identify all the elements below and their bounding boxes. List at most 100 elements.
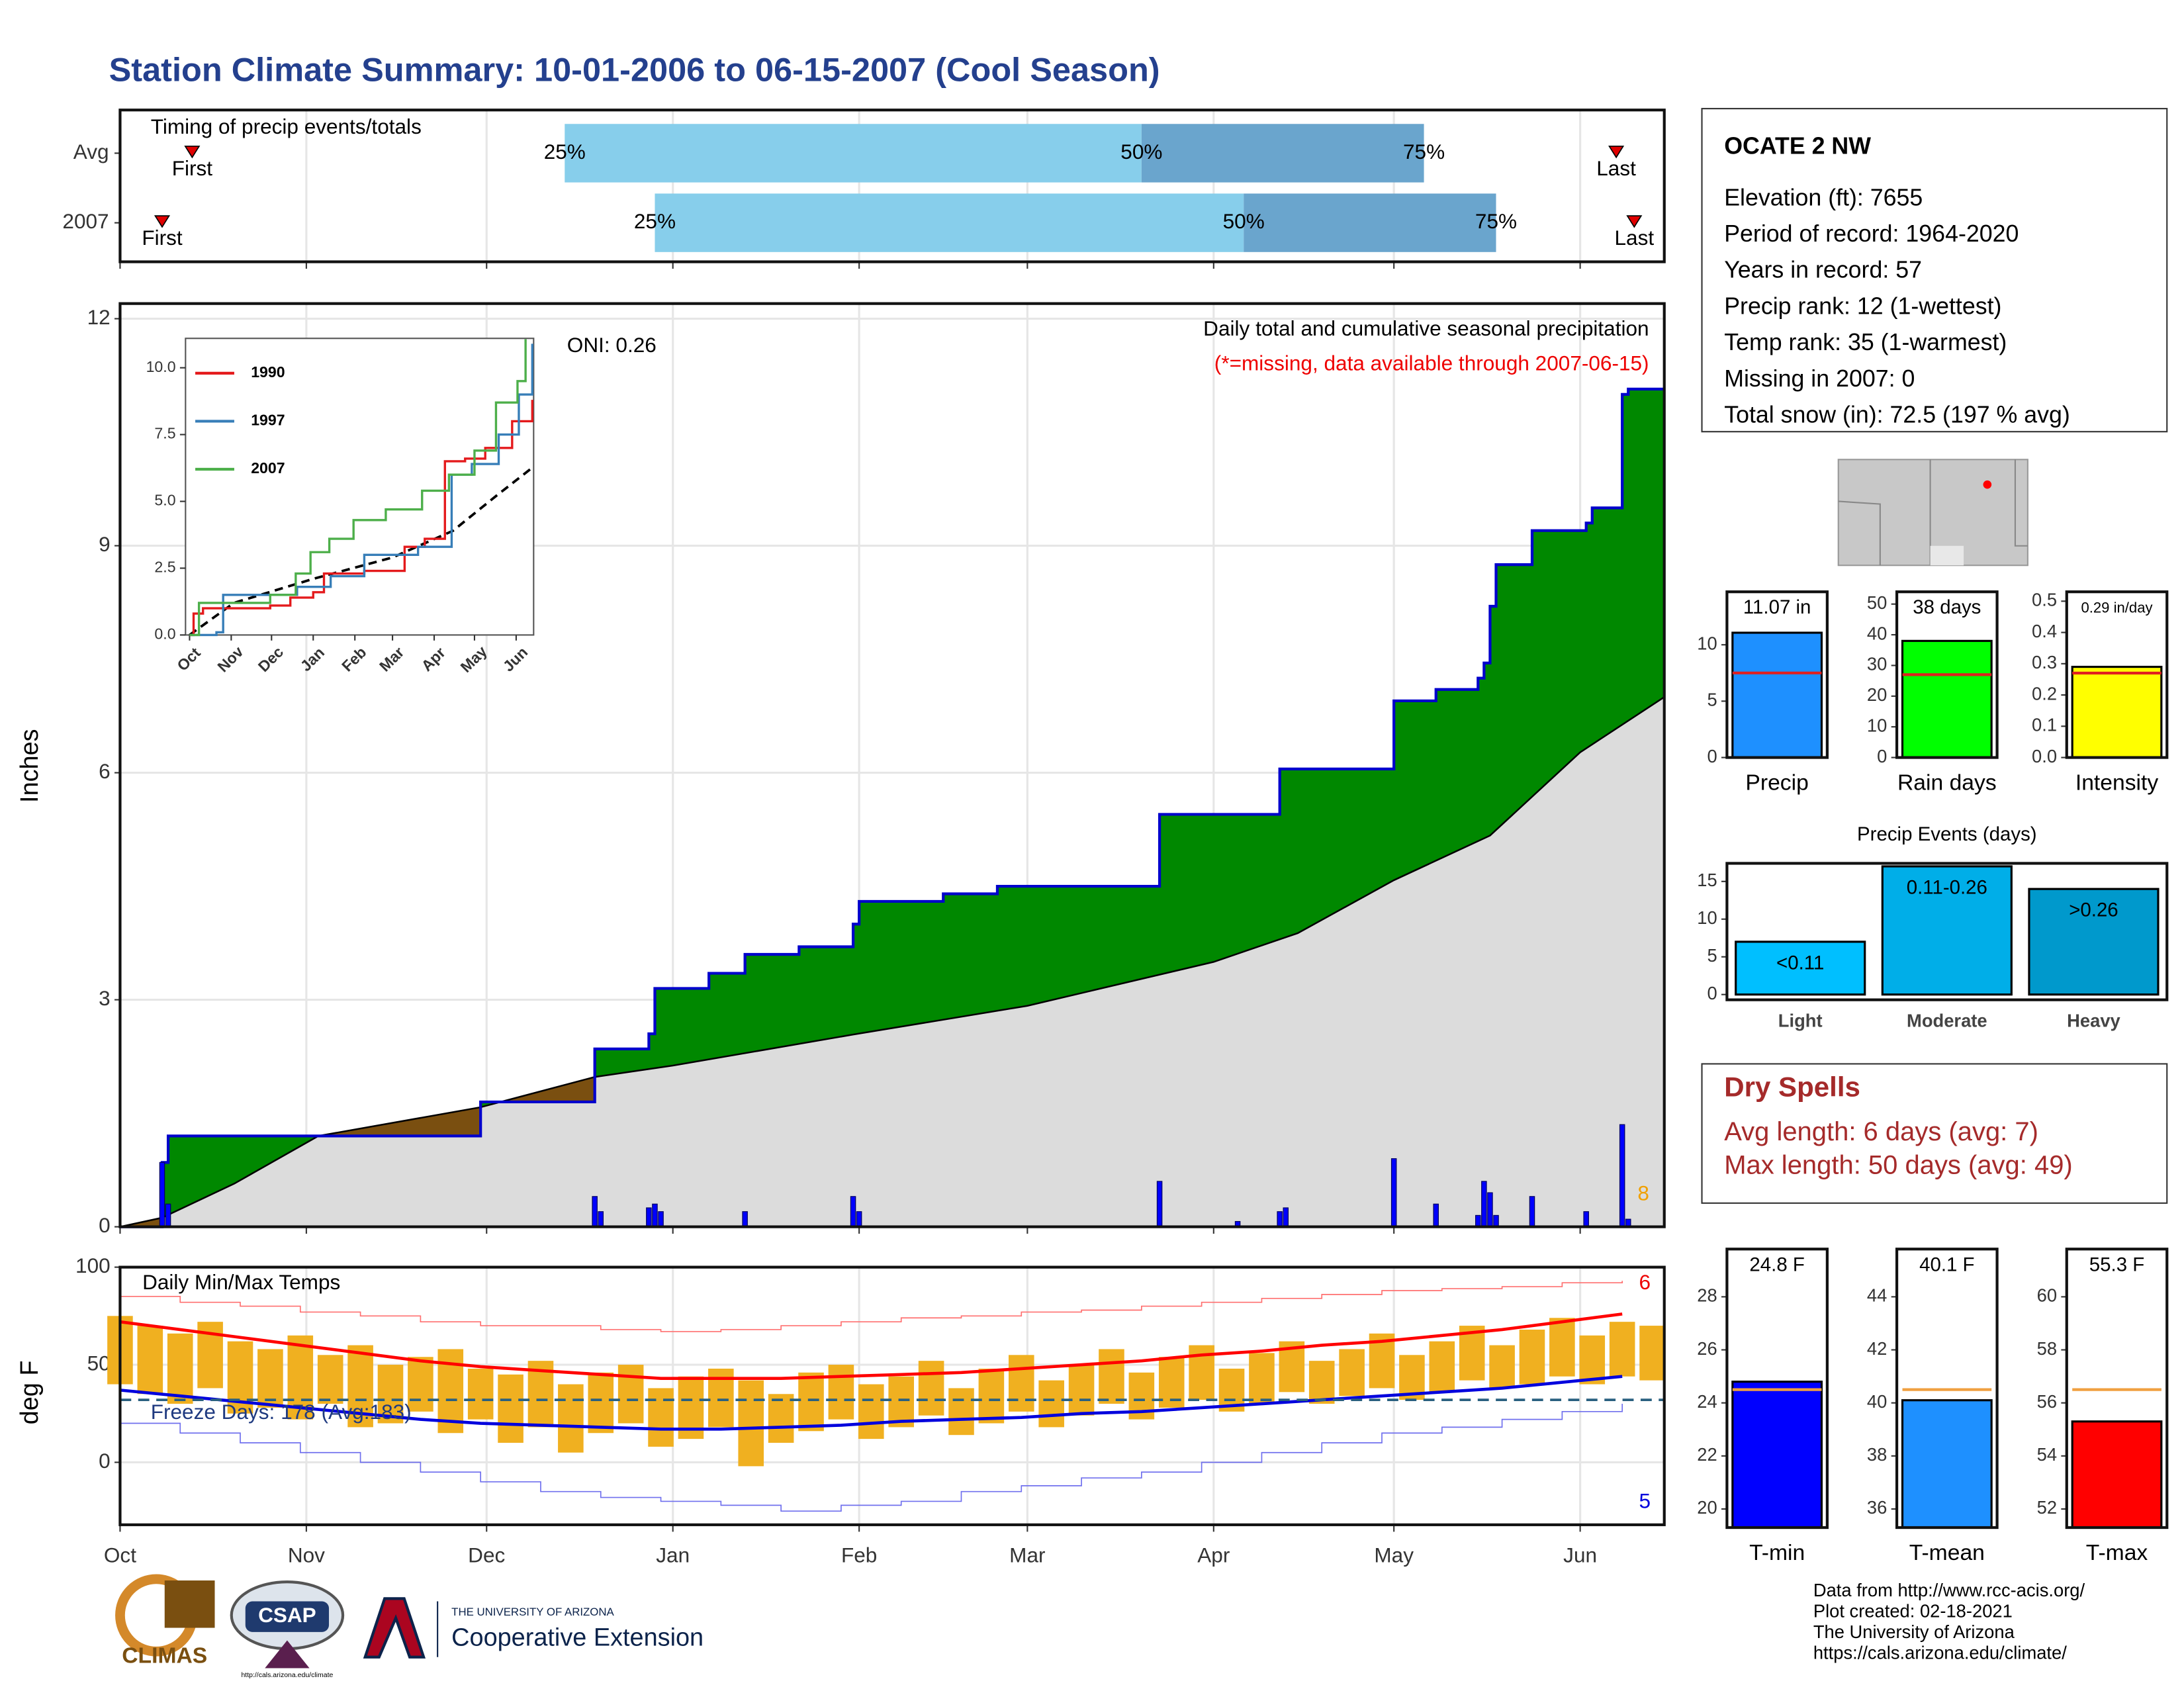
climas-logo: CLIMAS bbox=[115, 1574, 215, 1668]
temp-range-bar bbox=[1519, 1329, 1545, 1385]
y-tick-label: 0 bbox=[1707, 983, 1717, 1003]
quantile-label: 25% bbox=[544, 140, 586, 163]
y-tick-label: 20 bbox=[1867, 684, 1887, 705]
daily-bar bbox=[598, 1211, 604, 1228]
plot-frame bbox=[118, 109, 1666, 263]
dry-spells-line: Max length: 50 days (avg: 49) bbox=[1724, 1151, 2073, 1180]
plot-frame bbox=[1725, 1248, 1829, 1530]
footer-line: The University of Arizona bbox=[1813, 1622, 2015, 1642]
temp-range-bar bbox=[1639, 1326, 1665, 1381]
temp-range-bar bbox=[558, 1384, 584, 1453]
x-axis-label: T-min bbox=[1749, 1541, 1805, 1565]
daily-bar bbox=[1619, 1124, 1625, 1228]
event-marker bbox=[154, 215, 171, 228]
value-label: 24.8 F bbox=[1749, 1254, 1804, 1275]
temp-range-bar bbox=[1609, 1322, 1635, 1377]
daily-bar bbox=[1156, 1181, 1163, 1228]
temp-range-bar bbox=[1249, 1353, 1275, 1404]
event-label: First bbox=[172, 156, 213, 180]
y-tick-label: 10 bbox=[1697, 633, 1717, 653]
map-land bbox=[1930, 545, 1964, 566]
temp-range-bar bbox=[377, 1365, 404, 1424]
info-line: Temp rank: 35 (1-warmest) bbox=[1724, 329, 2007, 355]
info-line: Years in record: 57 bbox=[1724, 257, 1922, 283]
corner-count: 8 bbox=[1637, 1181, 1649, 1205]
oni-label: ONI: 0.26 bbox=[567, 333, 657, 357]
record-max-line bbox=[120, 1281, 1623, 1332]
footer-line: https://cals.arizona.edu/climate/ bbox=[1813, 1643, 2067, 1663]
daily-bar bbox=[1481, 1181, 1487, 1228]
info-line: Total snow (in): 72.5 (197 % avg) bbox=[1724, 402, 2070, 428]
temp-range-bar bbox=[828, 1365, 854, 1420]
temp-range-bar bbox=[467, 1368, 494, 1420]
y-tick-label: 7.5 bbox=[154, 425, 175, 442]
temp-range-bar bbox=[1038, 1380, 1064, 1428]
state-border bbox=[1838, 500, 1881, 566]
bar bbox=[2071, 665, 2163, 759]
chart-title: Daily total and cumulative seasonal prec… bbox=[1203, 316, 1649, 340]
y-tick-label: 0 bbox=[99, 1449, 111, 1473]
chart-title: Daily Min/Max Temps bbox=[142, 1270, 340, 1294]
bar bbox=[2071, 1420, 2163, 1529]
plot-frame bbox=[2065, 1248, 2169, 1530]
y-tick-label: 0.5 bbox=[2032, 590, 2057, 610]
y-tick-label: 6 bbox=[99, 759, 111, 783]
avg-min-line bbox=[120, 1375, 1623, 1431]
event-label: Last bbox=[1615, 226, 1655, 250]
plot-frame bbox=[1725, 590, 1829, 759]
temp-range-bar bbox=[1068, 1365, 1095, 1416]
value-label: 0.29 in/day bbox=[2081, 599, 2152, 616]
logo-block bbox=[164, 1580, 215, 1628]
average-line bbox=[189, 465, 535, 636]
y-tick-label: 9 bbox=[99, 532, 111, 556]
y-tick-label: 58 bbox=[2037, 1338, 2057, 1359]
daily-bar bbox=[1529, 1196, 1535, 1228]
station-dot bbox=[1983, 480, 1992, 489]
temp-range-bar bbox=[408, 1357, 433, 1412]
plot-frame bbox=[1895, 590, 1999, 759]
y-tick-label: 10 bbox=[1697, 907, 1717, 928]
temp-range-bar bbox=[137, 1326, 163, 1394]
bar bbox=[1731, 1381, 1823, 1529]
value-label: 38 days bbox=[1913, 596, 1981, 618]
plot-frame bbox=[118, 1265, 1666, 1526]
x-tick-label: Moderate bbox=[1907, 1011, 1987, 1031]
x-tick-label: Heavy bbox=[2067, 1011, 2120, 1031]
logo-mountain bbox=[265, 1640, 310, 1668]
logo-text: CSAP bbox=[258, 1603, 316, 1627]
info-line: Period of record: 1964-2020 bbox=[1724, 220, 2019, 247]
temp-range-bar bbox=[888, 1376, 914, 1428]
quantile-label: 75% bbox=[1475, 209, 1517, 233]
y-tick-label: 3 bbox=[99, 986, 111, 1010]
avg-max-line bbox=[120, 1312, 1623, 1380]
locator-map bbox=[1837, 459, 2028, 567]
x-tick-label: Dec bbox=[468, 1543, 505, 1567]
y-tick-label: 30 bbox=[1867, 654, 1887, 674]
plot-frame bbox=[118, 302, 1666, 1228]
y-tick-label: 0.4 bbox=[2032, 621, 2057, 641]
row-label: 2007 bbox=[62, 209, 109, 233]
x-axis-label: T-max bbox=[2086, 1541, 2148, 1565]
quantile-label: 75% bbox=[1403, 140, 1445, 163]
chart-title: Precip Events (days) bbox=[1857, 823, 2037, 845]
y-tick-label: 0.0 bbox=[2032, 746, 2057, 766]
y-tick-label: 0 bbox=[99, 1213, 111, 1237]
x-tick-label: Jun bbox=[1563, 1543, 1597, 1567]
dry-spells-title: Dry Spells bbox=[1724, 1071, 1860, 1102]
quartile-bar bbox=[1244, 193, 1496, 252]
info-line: Missing in 2007: 0 bbox=[1724, 365, 1915, 392]
dry-spells-box bbox=[1701, 1063, 2168, 1204]
daily-bar bbox=[1390, 1158, 1397, 1228]
bar bbox=[1901, 1399, 1993, 1529]
x-tick-label: May bbox=[1374, 1543, 1414, 1567]
y-tick-label: 10.0 bbox=[146, 358, 176, 375]
daily-bar bbox=[165, 1203, 171, 1228]
quantile-label: 50% bbox=[1120, 140, 1162, 163]
x-axis-label: Rain days bbox=[1897, 770, 1997, 795]
temp-range-bar bbox=[648, 1388, 674, 1447]
y-tick-label: 5 bbox=[1707, 945, 1717, 966]
y-tick-label: 100 bbox=[75, 1254, 111, 1277]
temp-range-bar bbox=[1579, 1335, 1606, 1385]
y-tick-label: 36 bbox=[1867, 1497, 1887, 1518]
